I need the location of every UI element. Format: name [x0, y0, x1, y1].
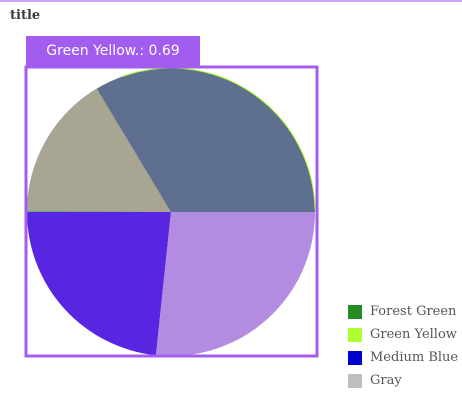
legend-label: Forest Green	[370, 304, 457, 319]
pie-slice-medium-blue[interactable]	[27, 88, 171, 212]
highlight-tooltip: Green Yellow.: 0.69	[26, 36, 200, 66]
legend-swatch	[348, 304, 362, 319]
legend-label: Medium Blue	[370, 350, 459, 365]
legend-item[interactable]: Green Yellow	[348, 323, 458, 346]
legend-label: Green Yellow	[370, 327, 457, 342]
legend-swatch	[348, 350, 362, 365]
legend-item[interactable]: Medium Blue	[348, 346, 458, 369]
legend: Forest Green Green Yellow Medium Blue Gray	[348, 300, 458, 392]
legend-item[interactable]: Gray	[348, 369, 458, 392]
pie-slice-gray[interactable]	[27, 212, 171, 356]
legend-item[interactable]: Forest Green	[348, 300, 458, 323]
highlight-box	[24, 65, 319, 358]
legend-swatch	[348, 327, 362, 342]
top-border	[0, 0, 462, 2]
pie-slices	[27, 67, 316, 356]
pie-slice-green-yellow[interactable]	[27, 210, 171, 212]
chart-title: title	[10, 8, 41, 23]
legend-label: Gray	[370, 373, 402, 388]
legend-swatch	[348, 373, 362, 388]
pie-slice-unlabeled[interactable]	[155, 212, 315, 356]
